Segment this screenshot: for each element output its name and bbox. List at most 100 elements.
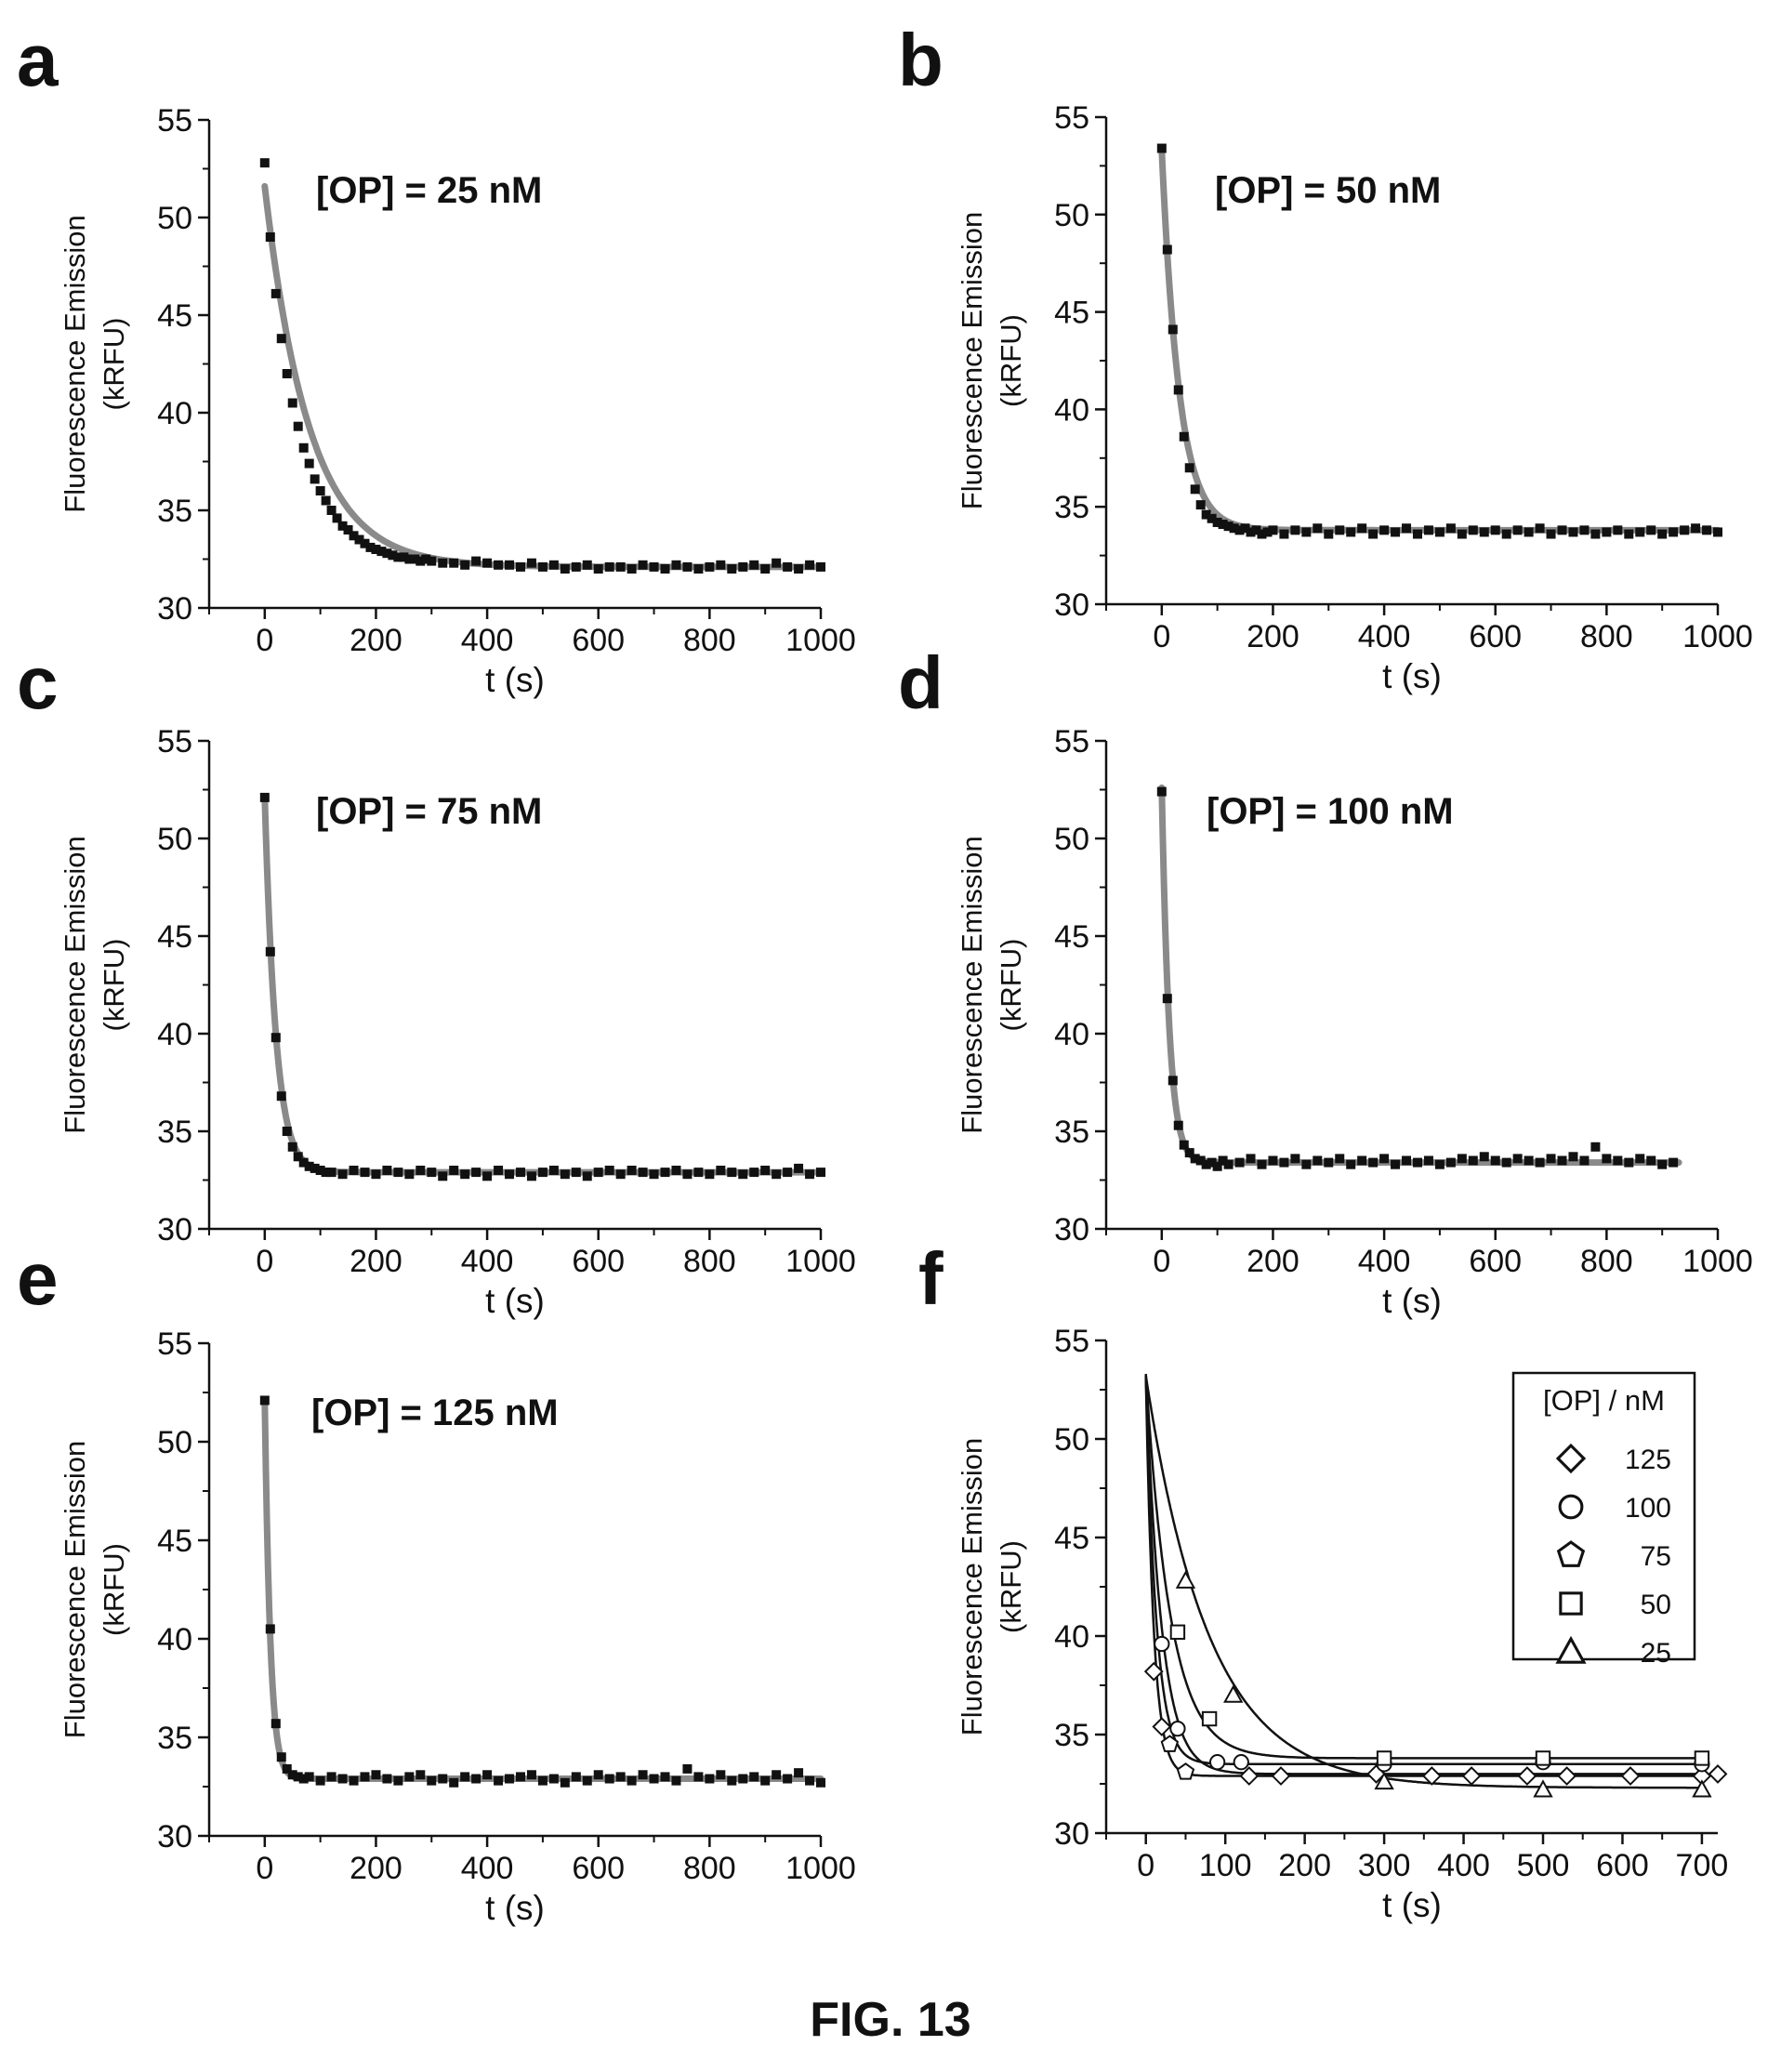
- data-point: [760, 564, 771, 574]
- data-point: [410, 554, 420, 564]
- data-point: [1624, 529, 1634, 539]
- data-point: [1468, 525, 1478, 535]
- legend-label: 125: [1625, 1445, 1671, 1475]
- x-axis-label: t (s): [485, 1889, 545, 1927]
- data-point: [349, 1166, 359, 1175]
- data-point: [1423, 1155, 1433, 1166]
- data-point: [1457, 1154, 1467, 1164]
- data-point: [287, 1770, 297, 1780]
- y-axis-label-line: Fluorescence Emission: [59, 215, 91, 512]
- data-point: [270, 1033, 281, 1043]
- data-point: [1635, 527, 1645, 537]
- data-point: [1379, 525, 1390, 535]
- data-point: [449, 1166, 459, 1175]
- data-point: [671, 1775, 681, 1786]
- data-point-50: [1694, 1750, 1710, 1766]
- data-point: [1379, 1154, 1390, 1164]
- data-point: [805, 1169, 815, 1180]
- data-point: [1512, 525, 1523, 535]
- data-point: [1246, 527, 1256, 537]
- data-point: [1162, 244, 1172, 255]
- y-tick-label: 35: [1054, 490, 1089, 525]
- data-point: [505, 560, 515, 570]
- data-point: [505, 1774, 515, 1784]
- data-point: [1691, 523, 1701, 534]
- data-point: [627, 564, 637, 574]
- data-point-100: [1233, 1754, 1249, 1771]
- data-point: [482, 1770, 493, 1780]
- data-point: [816, 561, 825, 572]
- y-tick-label: 30: [157, 1212, 192, 1247]
- data-point: [1212, 1161, 1222, 1171]
- y-axis-label-line: (kRFU): [995, 939, 1027, 1032]
- data-point: [649, 1774, 659, 1784]
- x-tick-label: 600: [572, 1851, 625, 1886]
- y-axis-label-line: Fluorescence Emission: [956, 836, 988, 1133]
- data-point: [1190, 1154, 1200, 1164]
- data-point: [738, 561, 748, 572]
- data-point: [276, 1091, 286, 1102]
- y-axis-label: Fluorescence Emission (kRFU): [59, 1441, 130, 1738]
- data-point: [760, 1775, 771, 1786]
- x-axis-label: t (s): [1382, 657, 1442, 695]
- data-point: [1184, 1148, 1194, 1158]
- y-axis-label-line: (kRFU): [995, 314, 1027, 407]
- data-point: [460, 560, 470, 570]
- concentration-annotation: [OP] = 125 nM: [311, 1392, 559, 1433]
- data-point: [1207, 513, 1217, 523]
- data-point: [287, 1142, 297, 1152]
- data-point-100: [1154, 1635, 1170, 1653]
- data-point: [471, 556, 482, 566]
- x-tick-label: 200: [350, 1244, 402, 1279]
- data-point: [537, 1168, 547, 1178]
- y-axis-label: Fluorescence Emission (kRFU): [59, 836, 130, 1133]
- data-point: [693, 564, 704, 574]
- x-tick-label: 0: [1153, 1244, 1170, 1279]
- panel-letter-b: b: [898, 19, 943, 101]
- data-point: [794, 1163, 804, 1173]
- data-point: [1223, 1159, 1234, 1169]
- x-axis-label: t (s): [1382, 1886, 1442, 1924]
- data-point: [682, 1763, 693, 1774]
- panel-letter-f: f: [918, 1237, 943, 1320]
- x-tick-label: 100: [1199, 1848, 1252, 1883]
- fit-curve-75: [1144, 1376, 1702, 1775]
- y-axis-label-line: (kRFU): [98, 939, 130, 1032]
- data-point: [772, 1770, 782, 1780]
- data-point: [682, 1169, 693, 1180]
- data-point-75: [1160, 1735, 1180, 1752]
- data-point: [1268, 525, 1278, 535]
- y-axis-label: Fluorescence Emission (kRFU): [956, 836, 1027, 1133]
- data-point: [582, 560, 592, 570]
- data-point: [638, 560, 648, 570]
- data-point: [349, 531, 359, 541]
- data-point: [1168, 1076, 1178, 1086]
- data-point-125: [1152, 1717, 1172, 1736]
- y-tick-label: 30: [1054, 1212, 1089, 1247]
- data-point: [287, 398, 297, 408]
- data-point: [1391, 527, 1401, 537]
- data-point: [449, 558, 459, 568]
- data-point-125: [1239, 1766, 1260, 1786]
- data-point: [1301, 1159, 1312, 1169]
- concentration-annotation: [OP] = 75 nM: [316, 791, 542, 832]
- data-point: [794, 564, 804, 574]
- data-point: [1635, 1154, 1645, 1164]
- data-point: [1368, 529, 1379, 539]
- x-tick-label: 0: [1137, 1848, 1154, 1883]
- data-point: [716, 1770, 726, 1780]
- data-point-125: [1517, 1766, 1537, 1786]
- data-point: [1524, 1155, 1534, 1166]
- data-point: [1702, 525, 1712, 535]
- data-point: [1290, 1154, 1300, 1164]
- legend-marker-125: [1555, 1443, 1587, 1474]
- y-axis-label-line: (kRFU): [98, 318, 130, 411]
- data-point: [649, 1169, 659, 1180]
- data-point: [783, 1168, 793, 1178]
- x-tick-label: 1000: [785, 623, 856, 658]
- data-point: [1357, 1155, 1367, 1166]
- x-tick-label: 600: [1596, 1848, 1649, 1883]
- data-point: [582, 1171, 592, 1181]
- panel-b: b 30 35 40 45 50 55 0 200 400 600 800 1000 t (s) Fluor…: [898, 19, 1753, 695]
- y-axis-label-line: Fluorescence Emission: [956, 1438, 988, 1735]
